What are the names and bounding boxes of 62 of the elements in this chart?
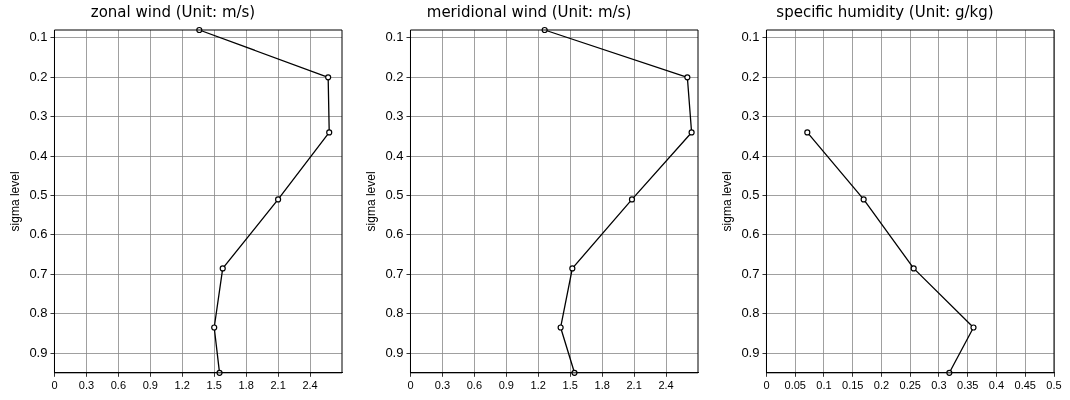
x-tick-label: 0.3 xyxy=(931,379,947,392)
y-tick-label: 0.5 xyxy=(29,187,48,203)
chart-title: meridional wind (Unit: m/s) xyxy=(426,2,632,21)
y-tick-label: 0.5 xyxy=(385,187,404,203)
y-tick-label: 0.4 xyxy=(741,147,760,163)
x-tick-label: 1.2 xyxy=(174,379,190,392)
y-tick-label: 0.5 xyxy=(741,187,760,203)
y-tick-label: 0.6 xyxy=(385,226,404,242)
x-tick-label: 1.8 xyxy=(594,379,610,392)
x-tick-label: 0.6 xyxy=(110,379,127,392)
x-tick-label: 0 xyxy=(407,379,414,392)
y-tick-label: 0.2 xyxy=(385,68,404,84)
y-tick-label: 0.7 xyxy=(741,265,760,281)
y-tick-label: 0.8 xyxy=(29,305,48,321)
x-tick-label: 1.5 xyxy=(206,379,222,392)
y-axis-title: sigma level xyxy=(719,171,734,232)
x-tick-label: 0.2 xyxy=(873,379,890,392)
x-tick-label: 0.3 xyxy=(434,379,451,392)
x-tick-label: 0.4 xyxy=(988,379,1005,392)
y-tick-label: 0.7 xyxy=(29,265,48,281)
y-tick-label: 0.8 xyxy=(741,305,760,321)
y-tick-label: 0.9 xyxy=(741,344,760,360)
y-tick-label: 0.3 xyxy=(29,108,48,124)
y-tick-label: 0.2 xyxy=(741,68,760,84)
x-tick-label: 0.1 xyxy=(816,379,832,392)
y-tick-label: 0.1 xyxy=(741,29,760,45)
x-tick-label: 2.1 xyxy=(270,379,286,392)
y-tick-label: 0.9 xyxy=(385,344,404,360)
y-tick-label: 0.6 xyxy=(741,226,760,242)
x-tick-label: 2.4 xyxy=(302,379,318,392)
x-tick-label: 0 xyxy=(51,379,58,392)
x-tick-label: 0.15 xyxy=(842,379,864,392)
y-tick-label: 0.3 xyxy=(385,108,404,124)
x-tick-label: 0.9 xyxy=(142,379,158,392)
x-tick-label: 0.05 xyxy=(784,379,806,392)
y-axis-title: sigma level xyxy=(7,171,22,232)
y-tick-label: 0.1 xyxy=(385,29,404,45)
x-tick-label: 0.3 xyxy=(78,379,95,392)
y-axis-title: sigma level xyxy=(363,171,378,232)
y-tick-label: 0.4 xyxy=(385,147,404,163)
x-tick-label: 0.6 xyxy=(466,379,483,392)
y-tick-label: 0.4 xyxy=(29,147,48,163)
x-tick-label: 2.1 xyxy=(626,379,642,392)
chart-title: specific humidity (Unit: g/kg) xyxy=(776,2,994,21)
x-tick-label: 2.4 xyxy=(658,379,674,392)
x-tick-label: 1.8 xyxy=(238,379,254,392)
x-tick-label: 0.9 xyxy=(498,379,514,392)
x-tick-label: 0.25 xyxy=(899,379,921,392)
y-tick-label: 0.8 xyxy=(385,305,404,321)
y-tick-label: 0.6 xyxy=(29,226,48,242)
y-tick-label: 0.2 xyxy=(29,68,48,84)
chart-title: zonal wind (Unit: m/s) xyxy=(90,2,256,21)
x-tick-label: 1.2 xyxy=(530,379,546,392)
x-tick-label: 1.5 xyxy=(562,379,578,392)
y-tick-label: 0.7 xyxy=(385,265,404,281)
x-tick-label: 0.5 xyxy=(1046,379,1062,392)
x-tick-label: 0 xyxy=(763,379,770,392)
y-tick-label: 0.1 xyxy=(29,29,48,45)
x-tick-label: 0.35 xyxy=(957,379,979,392)
x-tick-label: 0.45 xyxy=(1014,379,1036,392)
y-tick-label: 0.9 xyxy=(29,344,48,360)
y-tick-label: 0.3 xyxy=(741,108,760,124)
